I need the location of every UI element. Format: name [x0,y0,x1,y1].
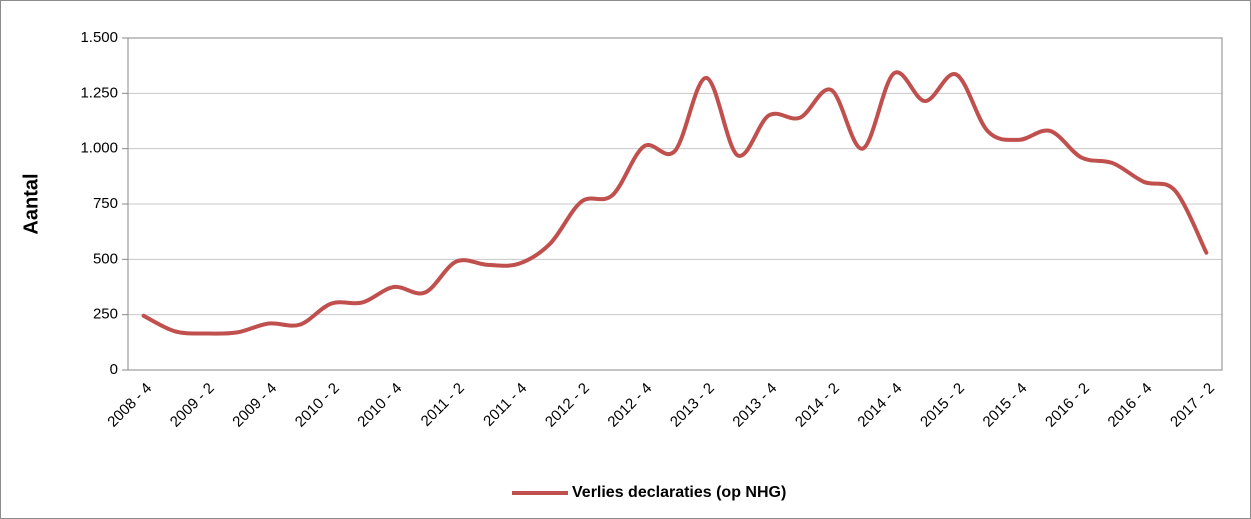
y-tick-label: 1.000 [80,140,118,157]
y-axis-label: Aantal [20,173,42,234]
y-tick-label: 500 [93,250,118,267]
line [141,70,1209,336]
y-tick-label: 1.250 [80,84,118,101]
y-tick-label: 1.500 [80,29,118,46]
legend-label: Verlies declaraties (op NHG) [572,484,786,501]
plot-area [127,37,1223,371]
y-tick-label: 750 [93,195,118,212]
y-tick-label: 0 [110,361,118,378]
y-tick-label: 250 [93,306,118,323]
